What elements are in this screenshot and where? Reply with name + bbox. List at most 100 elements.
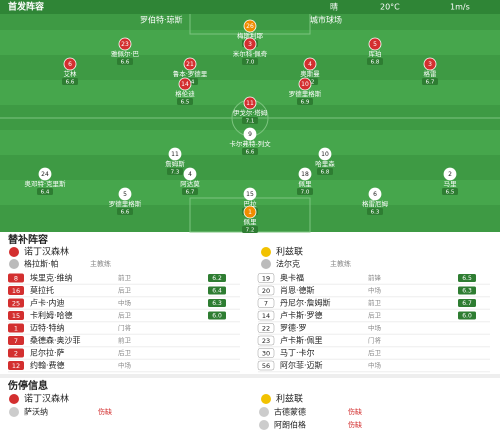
sub-rating: 6.0: [212, 312, 222, 319]
rating-badge: [177, 98, 193, 105]
player-number: 2: [448, 171, 452, 178]
player-marker: [243, 19, 257, 33]
top-bar: [0, 0, 500, 14]
sub-position: 中场: [368, 323, 382, 332]
sub-number: 25: [12, 300, 20, 308]
player-rating: 6.5: [446, 189, 455, 195]
rating-badge: [117, 208, 133, 215]
player-rating: 7.2: [246, 227, 255, 233]
player-marker: [298, 167, 312, 181]
player-name: 格雷: [424, 69, 437, 78]
rating-badge: [242, 58, 258, 65]
number-badge: [8, 286, 24, 295]
temperature: 20°C: [380, 3, 400, 12]
player-rating: 6.6: [121, 209, 130, 215]
player-marker: [243, 205, 257, 219]
sub-number: 16: [12, 287, 20, 295]
sub-number: 1: [14, 325, 18, 333]
player-marker: [243, 37, 257, 51]
sub-position: 后卫: [118, 348, 132, 357]
player-number: 1: [248, 209, 252, 216]
sub-name: 奥卡福: [280, 273, 304, 283]
sub-number: 7: [264, 300, 268, 308]
player-marker: [303, 57, 317, 71]
sub-number: 15: [12, 312, 20, 320]
number-badge: [257, 273, 275, 283]
rating-badge: [458, 299, 476, 307]
number-badge: [8, 298, 24, 308]
coach-avatar: [9, 259, 19, 269]
player-rating: 6.6: [246, 149, 255, 155]
wind: 1m/s: [450, 3, 470, 12]
player-marker: [38, 167, 52, 181]
sub-rating: 6.2: [212, 275, 222, 282]
sub-number: 19: [262, 275, 270, 283]
player-number: 4: [308, 61, 312, 68]
player-number: 10: [301, 81, 309, 88]
player-rating: 6.8: [371, 59, 380, 65]
number-badge: [8, 323, 24, 333]
player-marker: [243, 96, 257, 110]
coach-avatar: [261, 259, 271, 269]
sub-position: 后卫: [118, 286, 132, 295]
player-name: 罗德里格斯: [109, 199, 142, 208]
player-name: 伊戈尔·塔姆: [233, 108, 268, 117]
sub-name: 卢卡斯·佩里: [280, 335, 323, 345]
player-name: 罗德里格斯: [289, 89, 322, 98]
player-rating: 6.5: [181, 99, 190, 105]
player-number: 26: [246, 23, 254, 30]
coach-role: 主教练: [90, 259, 111, 268]
sub-name: 迈特·特纳: [30, 323, 65, 333]
rating-badge: [297, 98, 313, 105]
rating-badge: [208, 311, 226, 320]
sub-position: 前卫: [368, 298, 382, 307]
rating-badge: [208, 299, 226, 307]
sub-rating: 6.0: [462, 312, 472, 319]
sub-position: 后卫: [118, 311, 132, 320]
player-name: 阿达莫: [180, 179, 200, 188]
sub-number: 23: [262, 337, 270, 345]
away-team: 利兹联: [276, 393, 303, 405]
player-marker: [118, 187, 132, 201]
player-marker: [423, 57, 437, 71]
player-marker: [63, 57, 77, 71]
sub-name: 阿尔菲·迈斯: [280, 360, 323, 370]
injured-name: 阿朗伯格: [274, 420, 306, 430]
sub-number: 56: [262, 362, 270, 370]
player-marker: [243, 127, 257, 141]
rating-badge: [458, 311, 476, 320]
weather: 晴: [330, 2, 338, 12]
away-team: 利兹联: [276, 246, 303, 258]
sub-rating: 6.7: [462, 300, 472, 307]
player-rating: 7.0: [246, 59, 255, 65]
player-rating: 6.6: [121, 59, 130, 65]
sub-name: 卢卡·内迪: [30, 298, 65, 308]
sub-number: 22: [262, 325, 270, 333]
sub-position: 后卫: [368, 348, 382, 357]
rating-badge: [182, 188, 198, 195]
sub-name: 卢卡斯·罗德: [280, 310, 323, 320]
injured-name: 古德蒙德: [274, 407, 306, 417]
player-number: 3: [248, 41, 252, 48]
player-number: 11: [171, 151, 179, 158]
rating-badge: [317, 168, 333, 175]
player-marker: [178, 77, 192, 91]
player-number: 5: [123, 191, 127, 198]
sub-rating: 6.4: [212, 287, 222, 294]
sub-name: 肖恩·德斯: [280, 285, 315, 295]
sub-number: 14: [262, 312, 270, 320]
player-marker: [118, 37, 132, 51]
home-logo: [9, 247, 19, 257]
player-name: 巴拉: [244, 199, 258, 208]
player-number: 15: [246, 191, 254, 198]
sub-position: 中场: [118, 298, 132, 307]
sub-name: 罗德·罗: [280, 323, 307, 333]
player-name: 梅斯利耶: [237, 31, 264, 40]
number-badge: [257, 298, 275, 308]
player-number: 11: [246, 100, 254, 107]
home-team: 诺丁汉森林: [24, 393, 69, 405]
away-coach: 法尔克: [276, 259, 300, 269]
sub-number: 2: [14, 350, 18, 358]
sub-rating: 6.3: [462, 287, 472, 294]
player-marker: [243, 187, 257, 201]
